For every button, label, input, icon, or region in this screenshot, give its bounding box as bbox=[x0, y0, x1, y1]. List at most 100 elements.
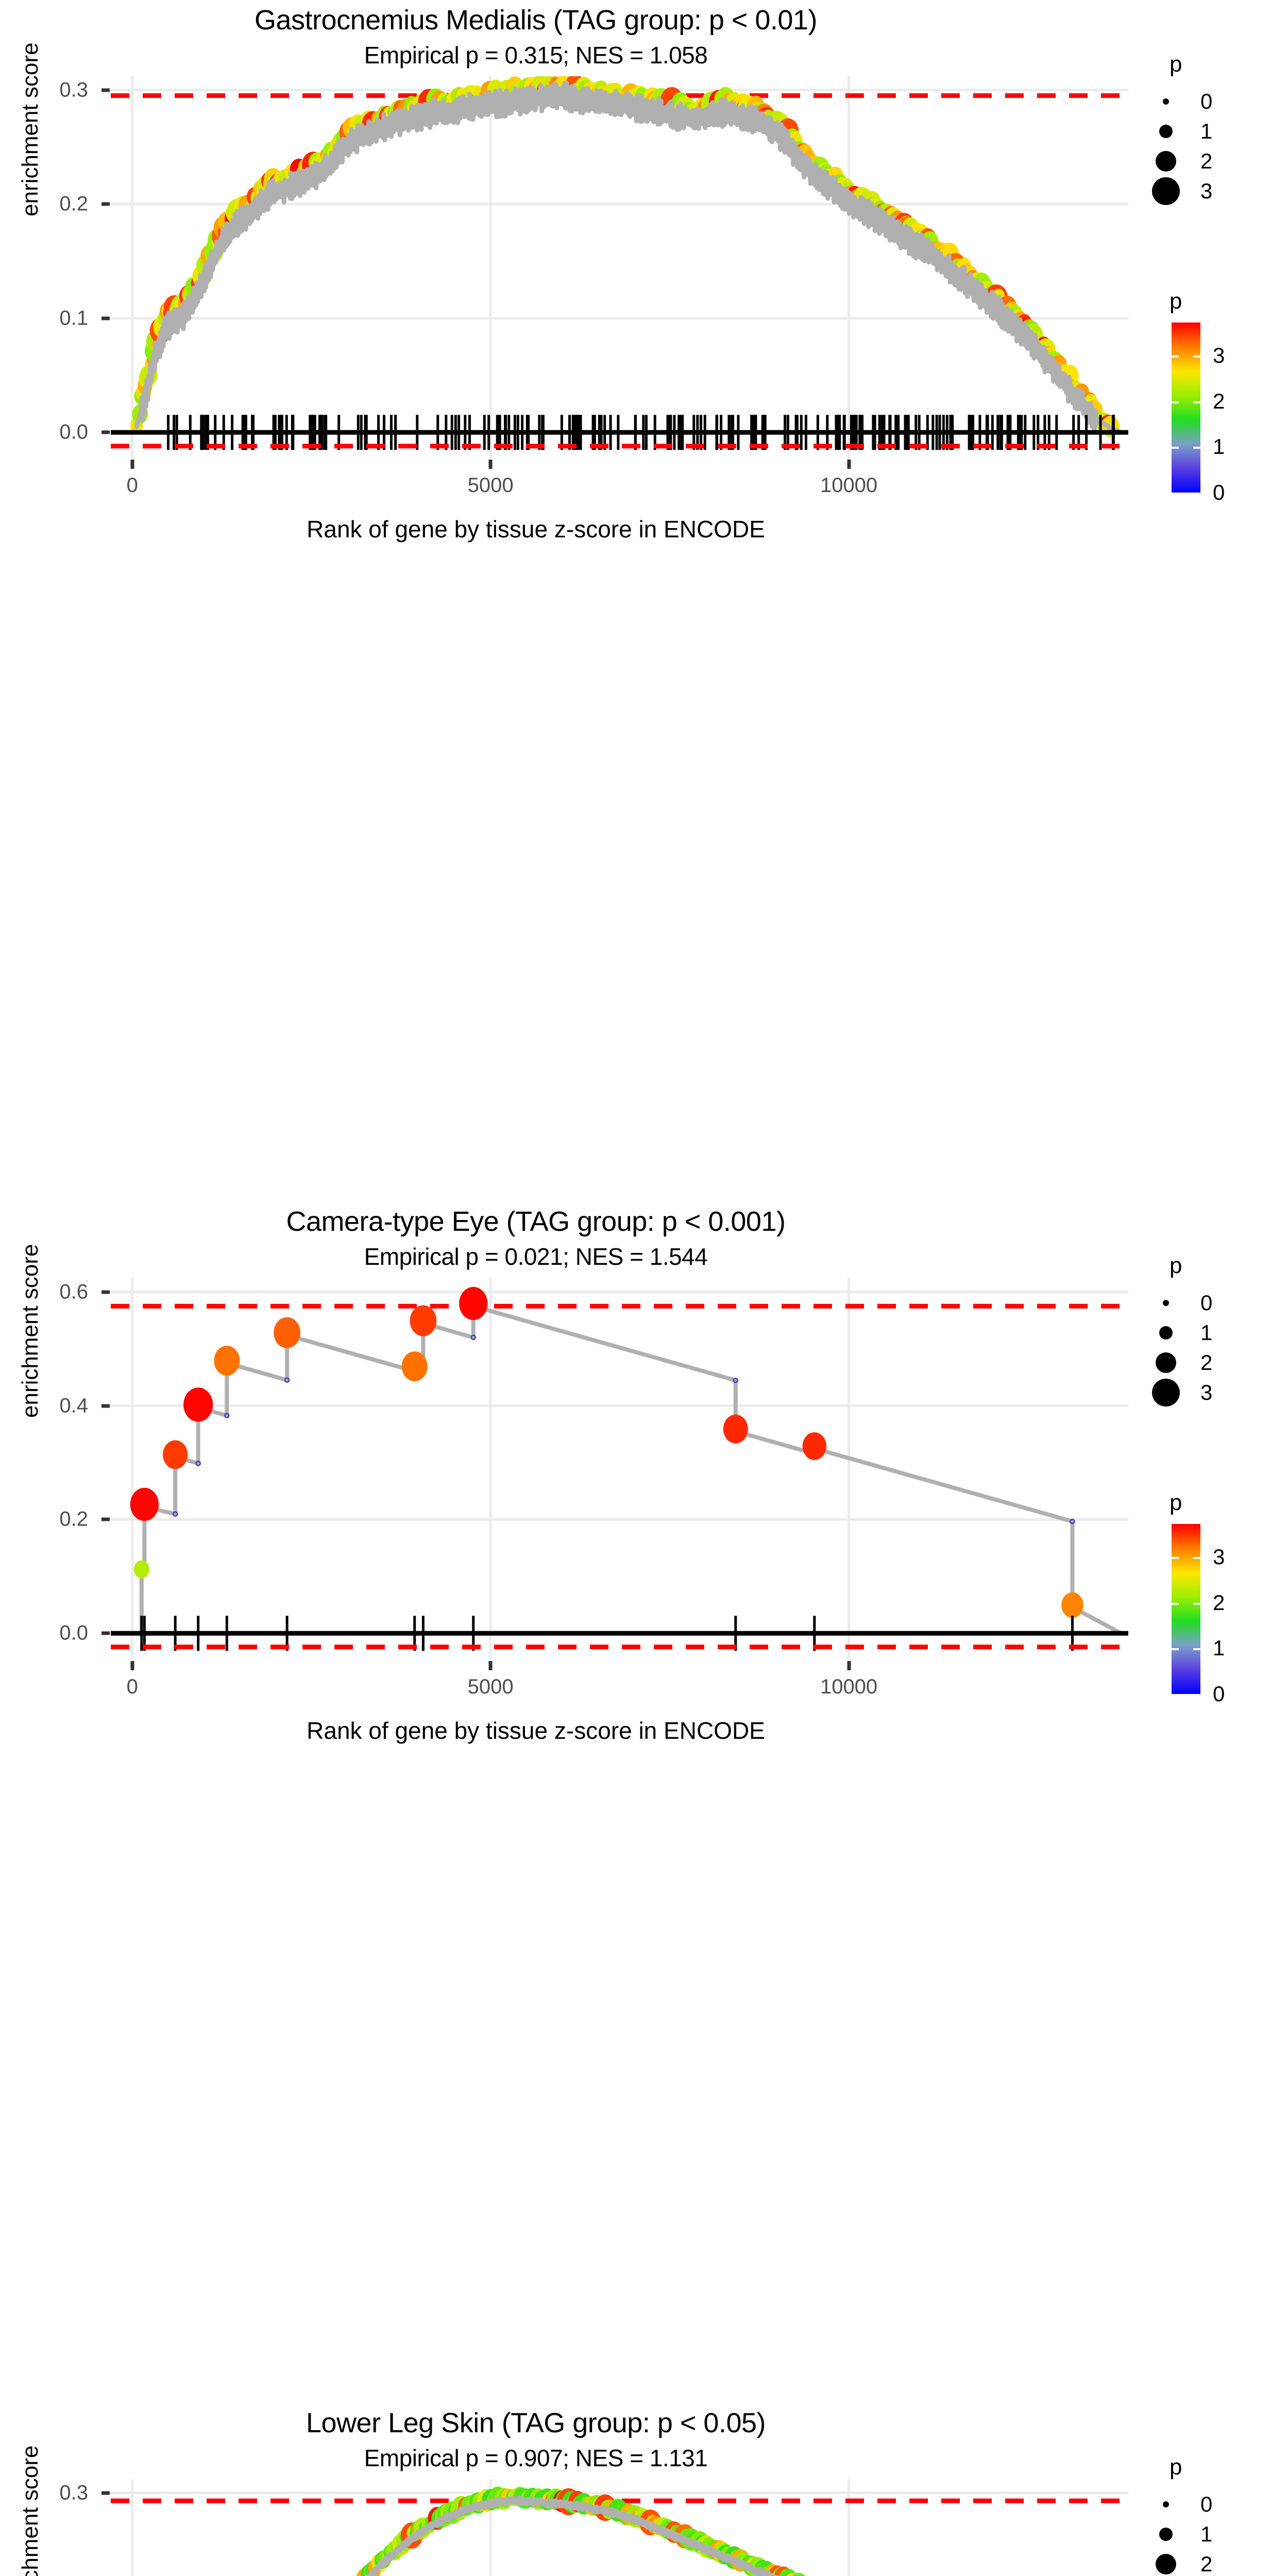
x-axis-tick-mark bbox=[847, 460, 851, 469]
panel-camera-type-eye: Camera-type Eye (TAG group: p < 0.001) E… bbox=[0, 1201, 1288, 1802]
x-axis-tick-label: 10000 bbox=[820, 474, 878, 497]
colorbar-tick bbox=[1172, 1648, 1179, 1651]
x-axis-tick-mark bbox=[488, 1661, 493, 1670]
y-axis-tick-label: 0.2 bbox=[59, 192, 88, 215]
colorbar-tick-label: 0 bbox=[1213, 1682, 1225, 1706]
panel-gastrocnemius-medialis: Gastrocnemius Medialis (TAG group: p < 0… bbox=[0, 0, 1288, 601]
y-axis-tick-label: 0.2 bbox=[59, 1507, 88, 1531]
colorbar-tick-label: 3 bbox=[1213, 1544, 1225, 1569]
y-axis-tick-mark bbox=[101, 430, 110, 434]
colorbar-tick bbox=[1193, 1648, 1200, 1651]
x-axis-label: Rank of gene by tissue z-score in ENCODE bbox=[307, 516, 765, 543]
y-axis-tick-mark bbox=[101, 88, 110, 92]
colorbar-tick-label: 2 bbox=[1213, 1590, 1225, 1615]
y-axis-tick-mark bbox=[101, 1404, 110, 1408]
legend-point-size: p 0 1 2 3 bbox=[1149, 52, 1267, 206]
colorbar-tick bbox=[1172, 1694, 1179, 1696]
panel-subtitle: Empirical p = 0.021; NES = 1.544 bbox=[364, 1243, 708, 1270]
legend-size-label: 1 bbox=[1200, 2522, 1213, 2546]
legend-title: p bbox=[1170, 52, 1182, 77]
colorbar-tick bbox=[1172, 447, 1179, 449]
y-axis-label: enrichment score bbox=[18, 42, 43, 216]
legend-dot-icon bbox=[1159, 1326, 1173, 1340]
colorbar-tick bbox=[1172, 493, 1179, 495]
legend-title: p bbox=[1170, 1253, 1182, 1278]
legend-size-item[interactable]: 2 bbox=[1149, 1348, 1267, 1378]
y-axis-tick-label: 0.0 bbox=[59, 1621, 88, 1645]
legend-size-label: 2 bbox=[1200, 1350, 1213, 1375]
legend-size-item[interactable]: 0 bbox=[1149, 2489, 1267, 2519]
legend-dot-icon bbox=[1152, 177, 1180, 205]
x-axis-tick-label: 5000 bbox=[467, 1675, 514, 1698]
y-axis-tick-label: 0.6 bbox=[59, 1280, 88, 1303]
y-axis-tick-mark bbox=[101, 316, 110, 320]
legend-size-label: 3 bbox=[1200, 179, 1213, 203]
legend-dot-icon bbox=[1159, 125, 1173, 138]
legend-dot-icon bbox=[1152, 1379, 1180, 1406]
legend-size-item[interactable]: 3 bbox=[1149, 176, 1267, 206]
legend-size-label: 3 bbox=[1200, 1380, 1213, 1404]
enrichment-points bbox=[130, 1286, 1083, 1618]
legend-size-label: 0 bbox=[1200, 1291, 1213, 1315]
enrichment-plot-svg bbox=[111, 1278, 1128, 1659]
legend-size-label: 1 bbox=[1200, 119, 1213, 143]
colorbar-tick-label: 3 bbox=[1213, 343, 1225, 367]
y-axis-tick-mark bbox=[101, 1290, 110, 1294]
x-axis-tick-label: 5000 bbox=[467, 474, 514, 497]
y-axis-tick-mark bbox=[101, 1631, 110, 1635]
y-axis-label: enrichment score bbox=[18, 2445, 43, 2576]
legend-title: p bbox=[1170, 2454, 1182, 2480]
colorbar-tick-label: 1 bbox=[1213, 1636, 1225, 1660]
colorbar-tick bbox=[1193, 401, 1200, 403]
x-axis-tick-mark bbox=[130, 460, 134, 469]
legend-dot-icon bbox=[1163, 2501, 1169, 2507]
legend-dot-icon bbox=[1156, 2554, 1176, 2574]
legend-size-item[interactable]: 1 bbox=[1149, 2519, 1267, 2549]
y-axis-tick-mark bbox=[101, 2491, 110, 2495]
x-axis-tick-mark bbox=[488, 460, 493, 469]
legend-size-label: 1 bbox=[1200, 1320, 1213, 1345]
x-axis-tick-label: 10000 bbox=[820, 1675, 878, 1698]
panel-subtitle: Empirical p = 0.315; NES = 1.058 bbox=[364, 42, 708, 69]
legend-size-label: 2 bbox=[1200, 149, 1213, 173]
enrichment-curve bbox=[134, 80, 1124, 435]
legend-size-item[interactable]: 2 bbox=[1149, 146, 1267, 176]
colorbar-tick bbox=[1193, 1694, 1200, 1696]
y-axis-tick-mark bbox=[101, 202, 110, 206]
legend-title: p bbox=[1170, 1490, 1182, 1515]
colorbar-tick bbox=[1172, 1602, 1179, 1605]
y-axis-tick-label: 0.0 bbox=[59, 420, 88, 444]
x-axis-label: Rank of gene by tissue z-score in ENCODE bbox=[307, 1717, 765, 1744]
colorbar-tick bbox=[1193, 447, 1200, 449]
x-axis-tick-label: 0 bbox=[126, 474, 138, 497]
legend-size-item[interactable]: 1 bbox=[1149, 116, 1267, 146]
plot-area[interactable] bbox=[111, 1278, 1128, 1659]
legend-size-item[interactable]: 0 bbox=[1149, 87, 1267, 116]
legend-size-item[interactable]: 2 bbox=[1149, 2549, 1267, 2576]
colorbar-tick bbox=[1193, 1556, 1200, 1559]
legend-dot-icon bbox=[1156, 151, 1176, 172]
legend-size-label: 2 bbox=[1200, 2552, 1213, 2576]
legend-size-item[interactable]: 3 bbox=[1149, 1378, 1267, 1408]
colorbar[interactable] bbox=[1172, 323, 1200, 493]
colorbar-tick-label: 0 bbox=[1213, 480, 1225, 504]
panel-title: Camera-type Eye (TAG group: p < 0.001) bbox=[286, 1206, 786, 1237]
colorbar[interactable] bbox=[1172, 1524, 1200, 1694]
plot-area[interactable] bbox=[111, 76, 1128, 457]
legend-color-scale: p 3 2 1 0 bbox=[1149, 289, 1273, 504]
legend-size-item[interactable]: 0 bbox=[1149, 1288, 1267, 1318]
y-axis-label: enrichment score bbox=[18, 1244, 43, 1418]
colorbar-tick bbox=[1172, 355, 1179, 358]
y-axis-tick-label: 0.4 bbox=[59, 1394, 88, 1417]
legend-size-item[interactable]: 1 bbox=[1149, 1318, 1267, 1348]
x-axis-tick-label: 0 bbox=[126, 1675, 138, 1698]
y-axis-tick-label: 0.1 bbox=[59, 307, 88, 330]
colorbar-tick bbox=[1172, 401, 1179, 403]
panel-title: Gastrocnemius Medialis (TAG group: p < 0… bbox=[255, 5, 817, 36]
plot-area[interactable] bbox=[111, 2479, 1128, 2576]
panel-subtitle: Empirical p = 0.907; NES = 1.131 bbox=[364, 2445, 708, 2471]
panel-lower-leg-skin: Lower Leg Skin (TAG group: p < 0.05) Emp… bbox=[0, 2403, 1288, 2576]
legend-dot-icon bbox=[1159, 2528, 1173, 2541]
legend-dot-icon bbox=[1163, 1300, 1169, 1306]
